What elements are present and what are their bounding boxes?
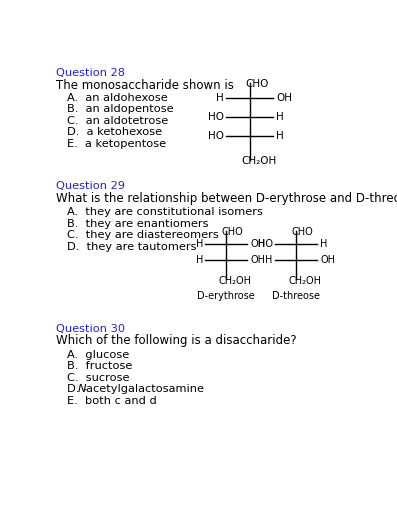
Text: B.  an aldopentose: B. an aldopentose [67,104,173,114]
Text: OH: OH [276,93,292,103]
Text: Question 29: Question 29 [56,181,125,191]
Text: OH: OH [251,239,265,249]
Text: A.  an aldohexose: A. an aldohexose [67,93,168,102]
Text: What is the relationship between D-erythrose and D-threose?: What is the relationship between D-eryth… [56,192,397,205]
Text: Question 30: Question 30 [56,323,125,334]
Text: OH: OH [251,255,265,265]
Text: D.  they are tautomers: D. they are tautomers [67,242,196,252]
Text: Which of the following is a disaccharide?: Which of the following is a disaccharide… [56,334,297,348]
Text: D.  a ketohexose: D. a ketohexose [67,127,162,138]
Text: E.  both c and d: E. both c and d [67,396,156,406]
Text: HO: HO [258,239,273,249]
Text: CHO: CHO [222,227,243,237]
Text: E.  a ketopentose: E. a ketopentose [67,139,166,149]
Text: N: N [77,384,86,394]
Text: H: H [276,131,284,142]
Text: A.  they are constitutional isomers: A. they are constitutional isomers [67,208,262,217]
Text: H: H [320,239,328,249]
Text: H: H [196,255,203,265]
Text: HO: HO [208,112,224,122]
Text: D-threose: D-threose [272,291,320,301]
Text: OH: OH [320,255,335,265]
Text: CHO: CHO [291,227,313,237]
Text: A.  glucose: A. glucose [67,350,129,360]
Text: B.  they are enantiomers: B. they are enantiomers [67,219,208,229]
Text: C.  an aldotetrose: C. an aldotetrose [67,116,168,126]
Text: CHO: CHO [245,79,268,89]
Text: B.  fructose: B. fructose [67,362,132,371]
Text: D-erythrose: D-erythrose [197,291,255,301]
Text: C.  they are diastereomers: C. they are diastereomers [67,230,218,241]
Text: D.: D. [67,384,86,394]
Text: CH₂OH: CH₂OH [219,276,252,286]
Text: HO: HO [208,131,224,142]
Text: Question 28: Question 28 [56,68,125,78]
Text: H: H [266,255,273,265]
Text: H: H [196,239,203,249]
Text: CH₂OH: CH₂OH [288,276,321,286]
Text: H: H [216,93,224,103]
Text: -acetylgalactosamine: -acetylgalactosamine [82,384,204,394]
Text: C.  sucrose: C. sucrose [67,373,129,383]
Text: CH₂OH: CH₂OH [242,156,277,166]
Text: The monosaccharide shown is: The monosaccharide shown is [56,79,234,92]
Text: H: H [276,112,284,122]
